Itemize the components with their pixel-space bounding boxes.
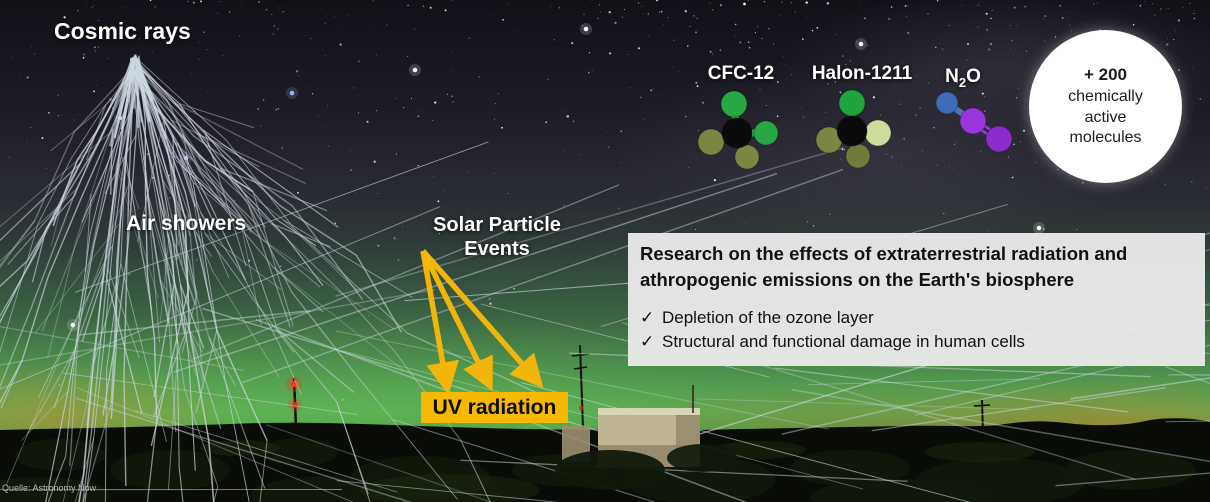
- bullet-cells-text: Structural and functional damage in huma…: [662, 332, 1025, 352]
- bullet-cells: ✓ Structural and functional damage in hum…: [640, 330, 1193, 354]
- check-icon: ✓: [640, 332, 655, 352]
- n2o-label-sub: 2: [958, 74, 967, 90]
- molecule-count-circle: + 200 chemically active molecules: [1029, 30, 1182, 183]
- molecule-count-text1: chemically: [1068, 87, 1143, 105]
- research-bullets: ✓ Depletion of the ozone layer ✓ Structura…: [640, 306, 1193, 354]
- research-title-line2: athropogenic emissions on the Earth's bi…: [640, 268, 1075, 290]
- halon-1211-label: Halon-1211: [811, 63, 913, 84]
- uv-radiation-badge: UV radiation: [421, 392, 568, 423]
- air-shower-layer: [0, 54, 537, 502]
- solar-particle-events-label: Solar Particle Events: [417, 213, 577, 261]
- check-icon: ✓: [640, 308, 655, 328]
- molecule-halon-1211: [815, 89, 892, 169]
- solar-particle-events-line2: Events: [464, 238, 530, 260]
- molecule-count-text3: molecules: [1069, 129, 1142, 147]
- n2o-label-n: N: [945, 66, 959, 87]
- air-showers-label: Air showers: [126, 212, 247, 235]
- n2o-label-o: O: [966, 66, 981, 87]
- molecules-layer: [697, 89, 1013, 170]
- research-title: Research on the effects of extraterrestr…: [640, 241, 1193, 292]
- research-info-box: Research on the effects of extraterrestr…: [628, 233, 1205, 367]
- research-title-line1: Research on the effects of extraterrestr…: [640, 243, 1128, 264]
- arrows-layer: [420, 249, 544, 396]
- uv-radiation-label: UV radiation: [432, 395, 557, 419]
- molecule-cfc-12: [697, 90, 779, 170]
- molecule-n2o: [935, 91, 1013, 153]
- molecule-count-value: + 200: [1083, 64, 1127, 84]
- bullet-ozone-text: Depletion of the ozone layer: [662, 308, 874, 328]
- cfc12-label: CFC-12: [707, 63, 775, 84]
- n2o-label: N2O: [945, 66, 981, 90]
- source-credit: Quelle: Astronomy Now: [2, 483, 97, 493]
- solar-particle-events-line1: Solar Particle: [433, 214, 561, 236]
- molecule-count-text2: active: [1084, 108, 1127, 126]
- cosmic-rays-label: Cosmic rays: [54, 18, 191, 44]
- bullet-ozone: ✓ Depletion of the ozone layer: [640, 306, 1193, 330]
